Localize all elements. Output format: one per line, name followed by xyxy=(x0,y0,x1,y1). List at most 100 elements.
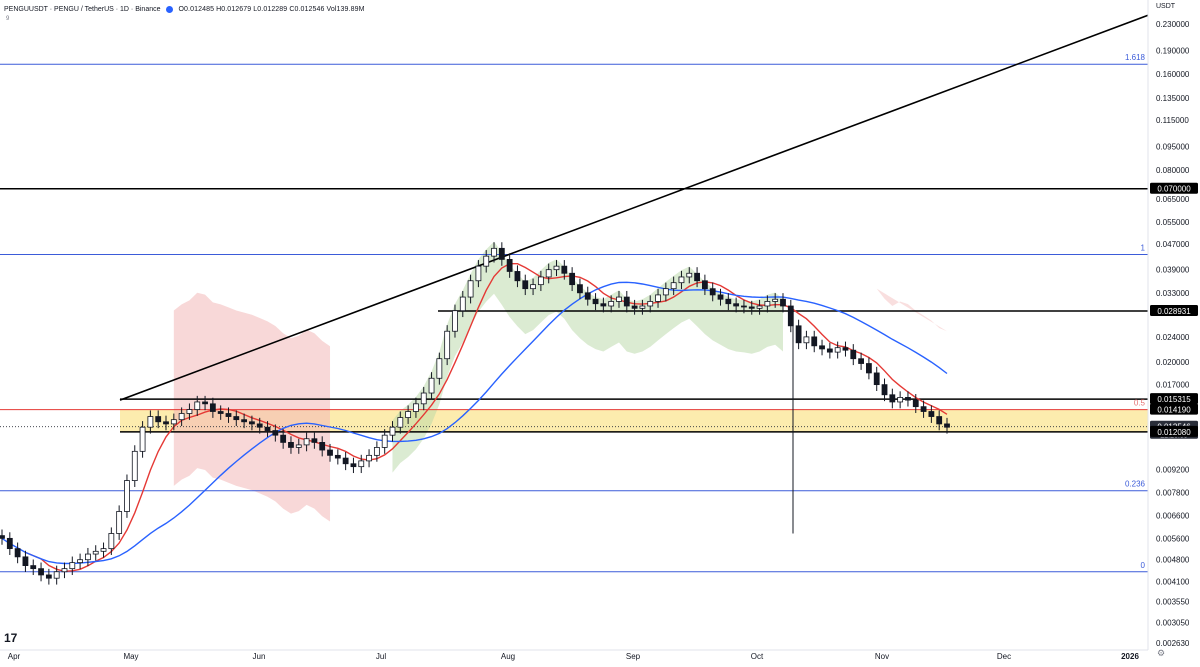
candle xyxy=(858,358,864,364)
candle xyxy=(701,280,708,290)
x-tick-label: Sep xyxy=(626,652,641,661)
y-tick-label: 0.230000 xyxy=(1156,20,1190,29)
candle xyxy=(834,347,841,353)
candle xyxy=(717,294,724,300)
candle xyxy=(233,416,240,421)
symbol-header[interactable]: PENGUUSDT · PENGU / TetherUS · 1D · Bina… xyxy=(4,2,365,16)
candle xyxy=(545,269,552,278)
candle xyxy=(780,298,786,307)
candle xyxy=(889,394,896,403)
candle xyxy=(139,426,146,452)
price-tag xyxy=(1150,393,1198,405)
candle xyxy=(389,426,396,436)
candle xyxy=(553,265,560,271)
candle xyxy=(334,454,341,459)
candle xyxy=(772,298,779,302)
candle xyxy=(694,272,700,282)
fib-label: 0.236 xyxy=(1125,480,1146,489)
y-tick-label: 0.080000 xyxy=(1156,166,1190,175)
candle xyxy=(944,423,950,428)
candle xyxy=(803,336,810,344)
candle xyxy=(45,574,52,579)
candle xyxy=(733,303,740,307)
candle xyxy=(514,271,521,282)
candle xyxy=(288,442,294,448)
candle xyxy=(530,284,536,290)
candle xyxy=(264,426,271,431)
candle xyxy=(577,284,583,294)
x-tick-label: Jul xyxy=(376,652,386,661)
tradingview-logo-icon: 17 xyxy=(4,631,18,645)
candle xyxy=(569,272,576,286)
y-tick-label: 0.047000 xyxy=(1156,240,1190,249)
indicator-legend[interactable]: 9 xyxy=(6,16,10,22)
candle xyxy=(467,280,474,298)
candle xyxy=(756,305,763,309)
candle xyxy=(452,310,458,332)
y-tick-label: 0.055000 xyxy=(1156,218,1190,227)
y-tick-label: 0.020000 xyxy=(1156,358,1190,367)
x-tick-label: Jun xyxy=(253,652,266,661)
candle xyxy=(655,294,661,302)
candle xyxy=(241,419,248,423)
candle xyxy=(631,305,638,309)
candle xyxy=(350,463,357,468)
candle xyxy=(826,348,833,353)
fib-label: 0 xyxy=(1141,561,1146,570)
candle xyxy=(819,345,825,350)
candle xyxy=(85,553,91,561)
candle xyxy=(584,292,591,300)
candle xyxy=(686,272,693,278)
candle xyxy=(928,411,935,417)
ichimoku-cloud-future xyxy=(876,288,947,332)
candle xyxy=(256,423,263,428)
y-tick-label: 0.065000 xyxy=(1156,195,1190,204)
candle xyxy=(537,276,544,286)
candle xyxy=(866,363,872,374)
market-status-icon xyxy=(165,5,173,13)
candle xyxy=(436,358,443,379)
candle xyxy=(483,255,490,267)
candle xyxy=(155,416,162,423)
candle xyxy=(616,296,622,302)
candle xyxy=(662,288,669,296)
candle xyxy=(897,397,904,403)
candle xyxy=(108,533,115,550)
settings-gear-icon[interactable]: ⚙ xyxy=(1157,648,1166,658)
candle xyxy=(623,296,630,307)
candle xyxy=(811,336,818,347)
fib-label: 1 xyxy=(1141,244,1146,253)
candle xyxy=(444,330,451,360)
y-tick-label: 0.017000 xyxy=(1156,381,1190,390)
y-tick-label: 0.095000 xyxy=(1156,142,1190,151)
candle xyxy=(678,276,685,284)
candle xyxy=(147,416,154,428)
y-tick-label: 0.005600 xyxy=(1156,534,1190,543)
candle xyxy=(358,460,365,468)
candle xyxy=(420,392,427,405)
candle xyxy=(920,406,927,412)
candle xyxy=(748,306,755,309)
candle xyxy=(69,562,76,570)
y-tick-label: 0.004800 xyxy=(1156,556,1190,565)
x-tick-label: Oct xyxy=(751,652,764,661)
candle xyxy=(381,434,388,448)
y-tick-label: 0.009200 xyxy=(1156,466,1190,475)
candle xyxy=(0,535,5,539)
candle xyxy=(38,568,44,576)
candle xyxy=(61,568,68,573)
candle xyxy=(131,450,138,481)
y-tick-label: 0.004100 xyxy=(1156,578,1190,587)
candle xyxy=(30,565,37,570)
x-tick-label: 2026 xyxy=(1121,652,1139,661)
candle xyxy=(178,413,185,421)
candle xyxy=(92,550,99,555)
symbol-title[interactable]: PENGUUSDT · PENGU / TetherUS · 1D · Bina… xyxy=(4,5,161,13)
axis-unit[interactable]: USDT xyxy=(1156,3,1176,10)
candle xyxy=(912,399,919,408)
candle xyxy=(670,282,677,290)
candle xyxy=(209,403,216,412)
candle xyxy=(373,447,380,456)
